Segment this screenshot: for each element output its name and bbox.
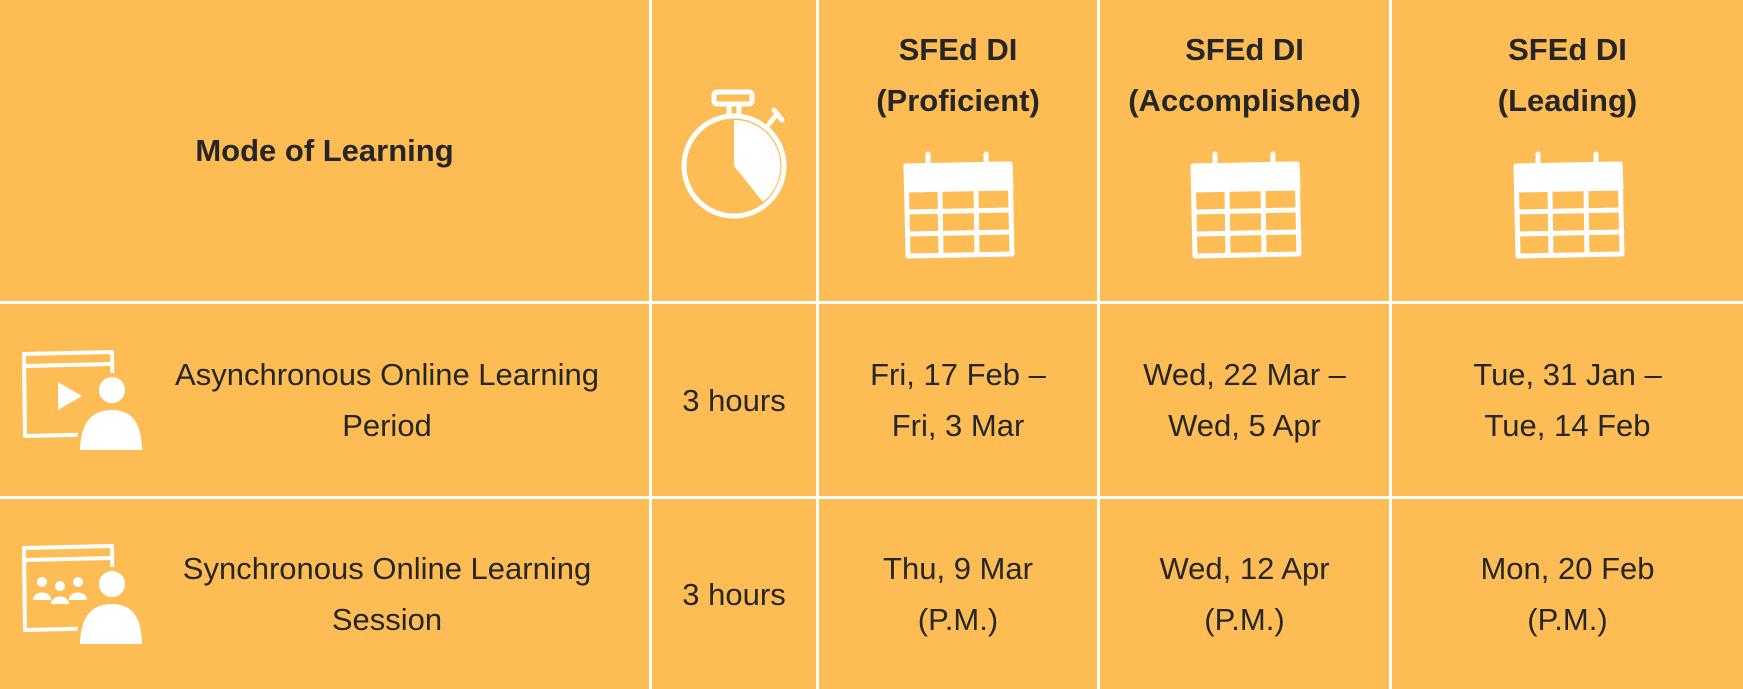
table-cell-duration: 3 hours — [652, 499, 819, 689]
mode-of-learning-header: Mode of Learning — [0, 0, 652, 304]
leading-column-label: SFEd DI (Leading) — [1497, 32, 1638, 118]
mode-label: Asynchronous Online Learning Period — [175, 357, 599, 443]
date-value: Wed, 22 Mar – Wed, 5 Apr — [1143, 357, 1346, 443]
duration-value: 3 hours — [682, 382, 786, 418]
table-cell-leading-date: Mon, 20 Feb (P.M.) — [1392, 499, 1743, 689]
calendar-icon — [1513, 151, 1624, 259]
table-cell-proficient-date: Fri, 17 Feb – Fri, 3 Mar — [819, 304, 1100, 499]
leading-column-header: SFEd DI (Leading) — [1392, 0, 1743, 304]
mode-label: Synchronous Online Learning Session — [182, 551, 592, 637]
virtual-class-learner-icon — [22, 543, 145, 647]
table-cell-duration: 3 hours — [652, 304, 819, 499]
date-value: Fri, 17 Feb – Fri, 3 Mar — [870, 357, 1046, 443]
table-cell-accomplished-date: Wed, 12 Apr (P.M.) — [1100, 499, 1392, 689]
proficient-column-header: SFEd DI (Proficient) — [819, 0, 1100, 304]
date-value: Tue, 31 Jan – Tue, 14 Feb — [1473, 357, 1662, 443]
table-cell-accomplished-date: Wed, 22 Mar – Wed, 5 Apr — [1100, 304, 1392, 499]
date-value: Thu, 9 Mar (P.M.) — [883, 551, 1033, 637]
table-cell-leading-date: Tue, 31 Jan – Tue, 14 Feb — [1392, 304, 1743, 499]
duration-value: 3 hours — [682, 576, 786, 612]
calendar-icon — [903, 151, 1015, 259]
duration-header — [652, 0, 819, 304]
stopwatch-icon — [681, 89, 787, 218]
calendar-icon — [1190, 151, 1301, 259]
accomplished-column-label: SFEd DI (Accomplished) — [1128, 32, 1361, 118]
video-learner-icon — [22, 349, 145, 453]
mode-of-learning-title: Mode of Learning — [195, 133, 454, 168]
table-row-mode-synchronous: Synchronous Online Learning Session — [0, 499, 652, 689]
date-value: Mon, 20 Feb (P.M.) — [1480, 551, 1655, 637]
table-row-mode-asynchronous: Asynchronous Online Learning Period — [0, 304, 652, 499]
date-value: Wed, 12 Apr (P.M.) — [1159, 551, 1330, 637]
proficient-column-label: SFEd DI (Proficient) — [876, 32, 1040, 118]
table-cell-proficient-date: Thu, 9 Mar (P.M.) — [819, 499, 1100, 689]
accomplished-column-header: SFEd DI (Accomplished) — [1100, 0, 1392, 304]
